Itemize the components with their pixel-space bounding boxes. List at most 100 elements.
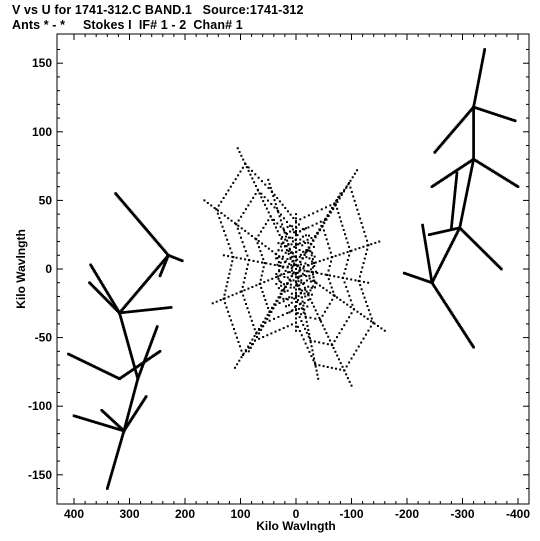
uv-point	[428, 267, 431, 270]
y-tick-label: 100	[32, 125, 52, 139]
uv-point	[148, 357, 151, 360]
uv-point	[138, 405, 141, 409]
uv-point	[430, 232, 434, 236]
uv-point	[244, 350, 247, 353]
uv-point	[235, 336, 238, 339]
uv-point	[480, 65, 483, 68]
uv-point	[458, 324, 462, 328]
uv-point	[478, 74, 481, 78]
uv-point	[340, 220, 343, 223]
uv-point	[230, 319, 233, 322]
uv-point	[453, 197, 456, 201]
uv-point	[274, 330, 277, 333]
uv-point	[133, 388, 137, 391]
uv-point	[304, 342, 307, 345]
uv-point	[240, 356, 243, 359]
uv-point	[260, 230, 263, 233]
uv-point	[356, 310, 359, 313]
uv-point	[460, 215, 464, 219]
uv-point	[298, 287, 301, 290]
uv-point	[295, 281, 297, 284]
uv-point	[290, 251, 293, 254]
uv-point	[295, 242, 297, 245]
uv-point	[96, 421, 100, 425]
uv-point	[472, 134, 475, 137]
uv-point	[279, 213, 282, 216]
uv-point	[280, 249, 283, 252]
uv-point	[453, 189, 457, 193]
uv-point	[150, 340, 153, 343]
uv-point	[296, 301, 299, 304]
uv-point	[432, 277, 436, 280]
uv-point	[450, 226, 453, 230]
uv-point	[256, 189, 259, 192]
uv-point	[300, 334, 303, 337]
uv-point	[122, 431, 125, 434]
uv-point	[302, 338, 305, 341]
uv-point	[283, 272, 286, 275]
x-tick-label: -100	[339, 507, 363, 521]
uv-point	[433, 285, 436, 289]
uv-point	[302, 265, 305, 268]
uv-point	[222, 197, 225, 200]
uv-point	[346, 241, 349, 244]
uv-point	[454, 319, 458, 322]
uv-point	[320, 224, 323, 227]
uv-point	[132, 363, 136, 367]
uv-point	[312, 353, 315, 356]
uv-point	[507, 179, 510, 183]
uv-point	[445, 304, 449, 307]
uv-point	[425, 251, 429, 254]
uv-point	[307, 226, 310, 229]
uv-point	[480, 62, 484, 65]
uv-point	[121, 432, 125, 436]
uv-point	[509, 117, 512, 121]
uv-point	[472, 110, 475, 114]
uv-point	[327, 269, 330, 272]
uv-point	[311, 260, 314, 263]
uv-point	[315, 270, 318, 273]
uv-point	[124, 426, 127, 430]
uv-point	[114, 306, 118, 309]
uv-point	[347, 183, 350, 186]
uv-point	[308, 246, 311, 249]
uv-point	[268, 319, 271, 322]
uv-point	[72, 414, 76, 418]
uv-point	[476, 82, 480, 86]
uv-point	[466, 184, 470, 188]
uv-point	[115, 427, 118, 430]
uv-point	[267, 211, 270, 214]
uv-point	[446, 229, 449, 232]
uv-point	[283, 261, 286, 264]
uv-point	[258, 337, 261, 340]
uv-point	[258, 328, 261, 331]
uv-point	[126, 342, 130, 345]
uv-point	[298, 266, 301, 269]
uv-point	[280, 237, 283, 240]
uv-point	[452, 199, 456, 202]
uv-point	[342, 252, 345, 255]
uv-point	[123, 373, 127, 377]
uv-point	[275, 257, 278, 260]
uv-point	[249, 315, 252, 318]
uv-point	[106, 292, 110, 295]
uv-point	[279, 225, 282, 228]
y-tick-label: -50	[35, 331, 53, 345]
uv-point	[427, 259, 430, 262]
uv-point	[167, 253, 170, 257]
uv-point	[402, 271, 406, 275]
uv-point	[285, 232, 288, 235]
uv-point	[472, 126, 475, 129]
uv-point	[290, 264, 293, 267]
uv-point	[497, 173, 501, 177]
uv-point	[335, 296, 338, 299]
uv-point	[295, 213, 297, 216]
uv-point	[154, 329, 157, 333]
uv-point	[132, 415, 135, 418]
uv-point	[478, 76, 481, 79]
uv-point	[80, 359, 83, 362]
uv-point	[125, 417, 129, 420]
uv-point	[282, 283, 285, 286]
uv-point	[439, 264, 443, 267]
uv-point	[277, 315, 280, 318]
